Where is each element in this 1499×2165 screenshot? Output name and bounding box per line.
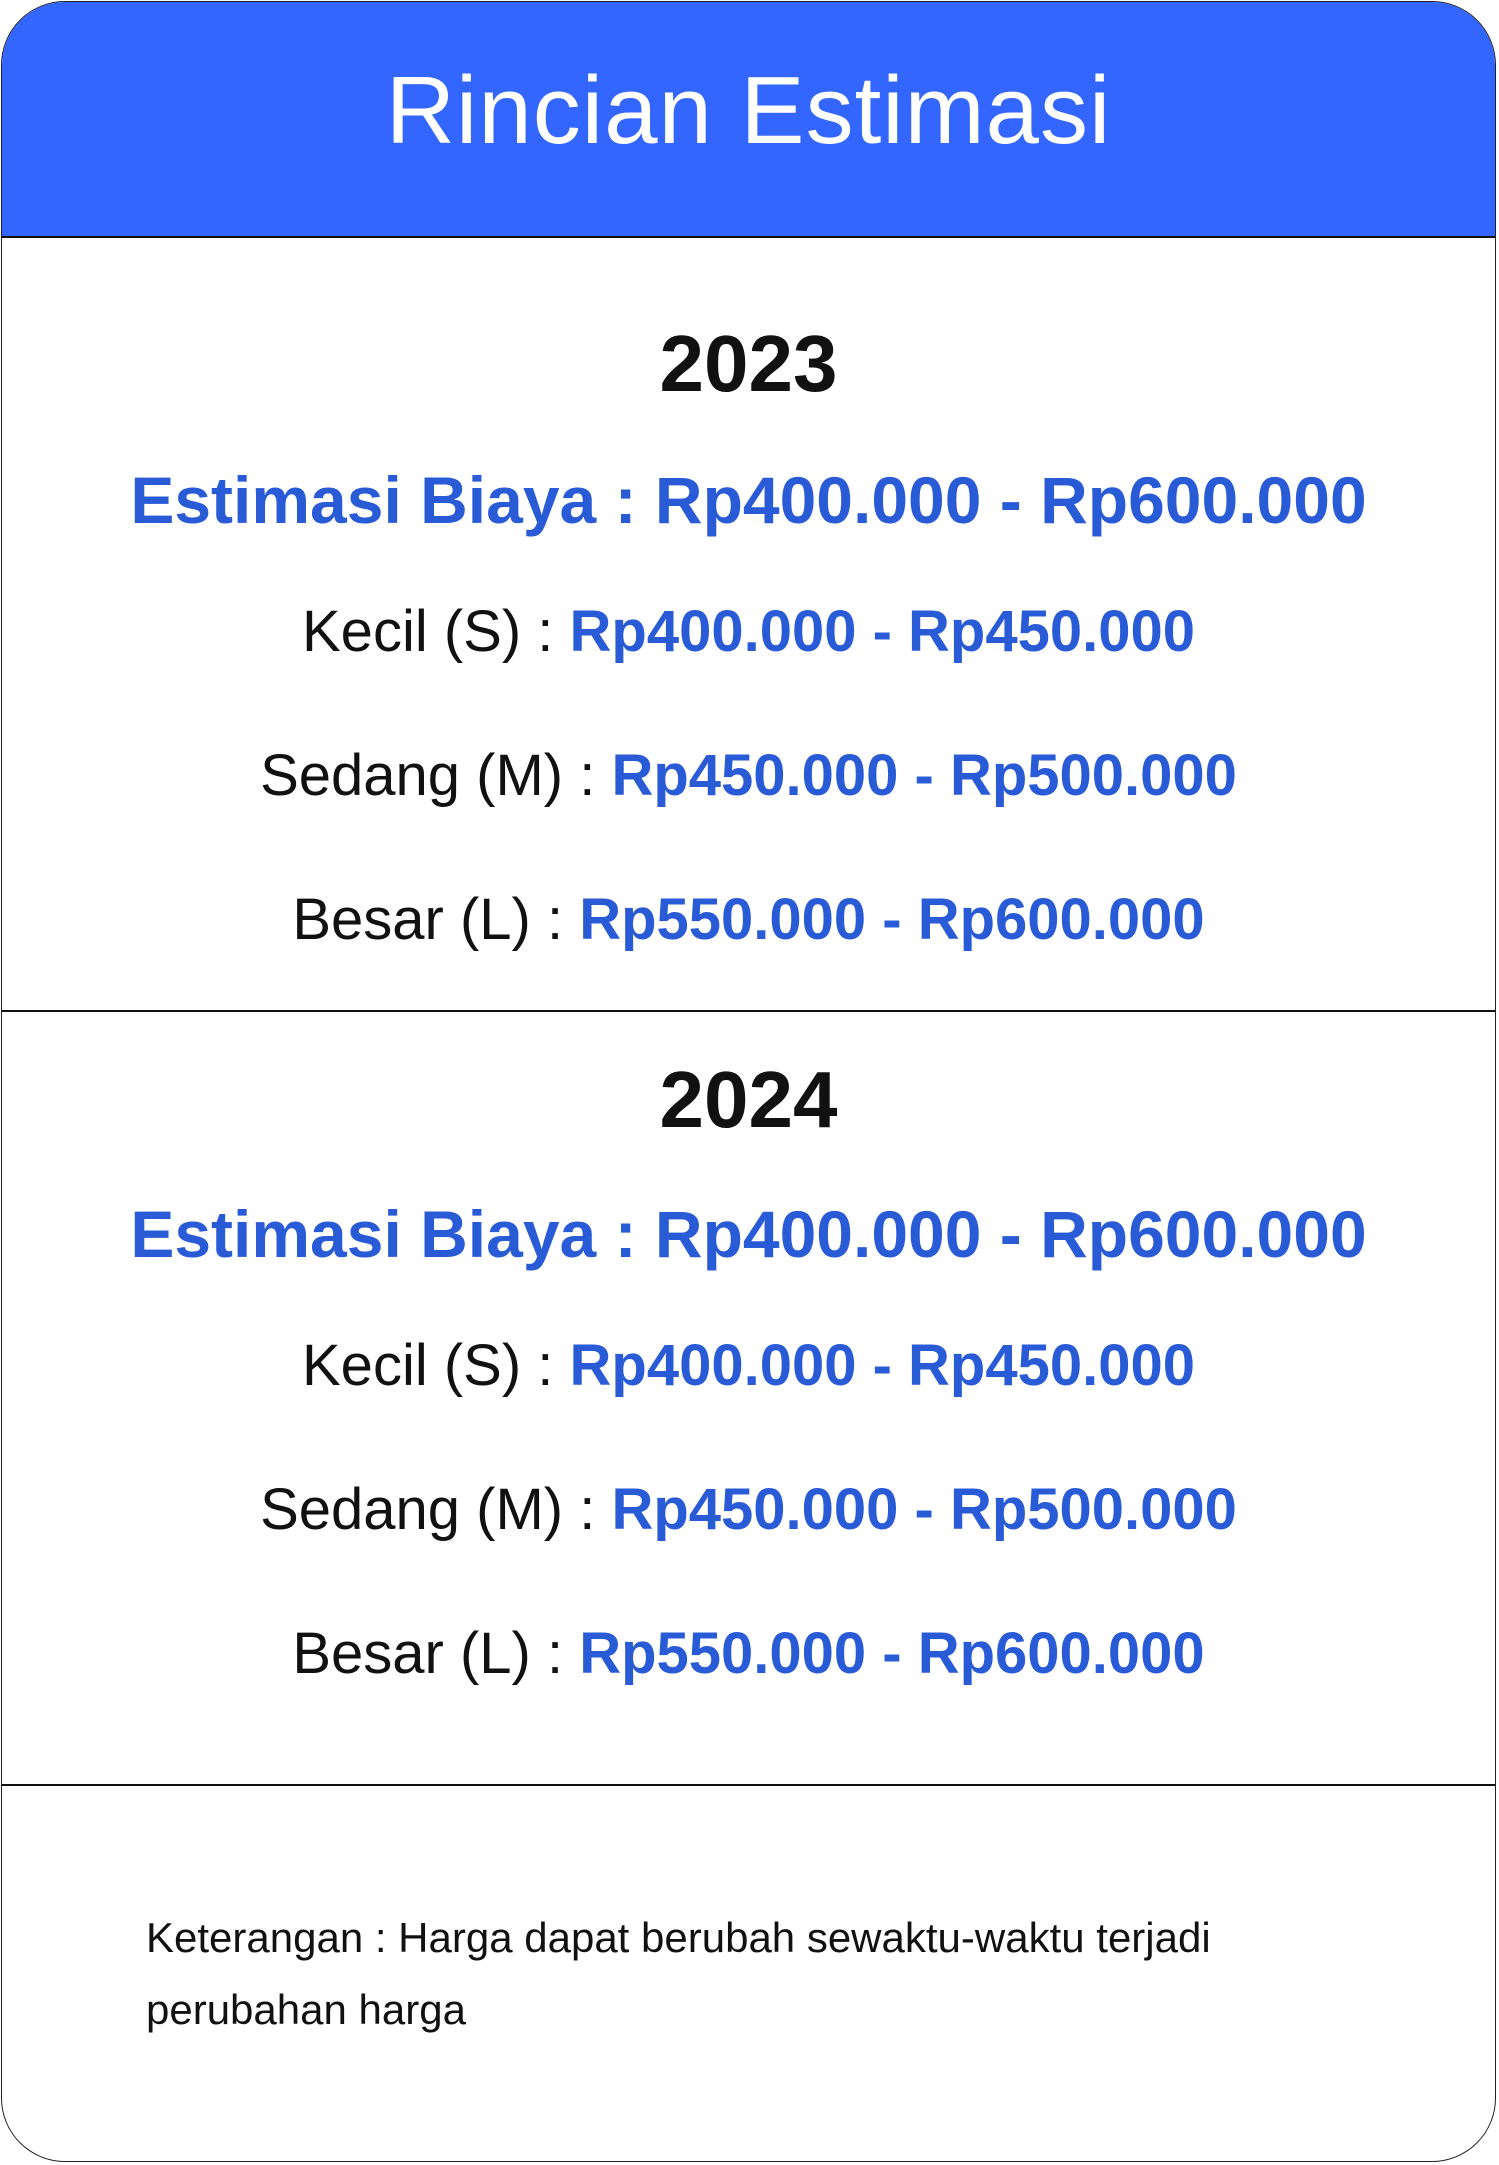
- estimate-range: Estimasi Biaya : Rp400.000 - Rp600.000: [130, 463, 1367, 537]
- size-range: Rp550.000 - Rp600.000: [579, 1621, 1205, 1686]
- size-row-medium: Sedang (M) : Rp450.000 - Rp500.000: [2, 1476, 1495, 1543]
- size-label: Besar (L) :: [292, 1621, 580, 1686]
- size-range: Rp400.000 - Rp450.000: [569, 599, 1195, 664]
- estimate-range: Estimasi Biaya : Rp400.000 - Rp600.000: [130, 1197, 1367, 1271]
- size-row-medium: Sedang (M) : Rp450.000 - Rp500.000: [2, 742, 1495, 809]
- size-range: Rp550.000 - Rp600.000: [579, 887, 1205, 952]
- year-heading: 2023: [659, 319, 838, 408]
- year-section-2024: 2024 Estimasi Biaya : Rp400.000 - Rp600.…: [2, 1012, 1495, 1786]
- page-title: Rincian Estimasi: [385, 57, 1112, 164]
- size-row-small: Kecil (S) : Rp400.000 - Rp450.000: [2, 598, 1495, 665]
- size-label: Besar (L) :: [292, 887, 580, 952]
- size-row-small: Kecil (S) : Rp400.000 - Rp450.000: [2, 1332, 1495, 1399]
- size-range: Rp450.000 - Rp500.000: [611, 1477, 1237, 1542]
- size-label: Kecil (S) :: [302, 599, 570, 664]
- size-label: Sedang (M) :: [260, 1477, 612, 1542]
- size-range: Rp450.000 - Rp500.000: [611, 743, 1237, 808]
- size-row-large: Besar (L) : Rp550.000 - Rp600.000: [2, 1620, 1495, 1687]
- size-label: Sedang (M) :: [260, 743, 612, 808]
- size-row-large: Besar (L) : Rp550.000 - Rp600.000: [2, 886, 1495, 953]
- size-label: Kecil (S) :: [302, 1333, 570, 1398]
- card-header: Rincian Estimasi: [2, 2, 1495, 238]
- size-range: Rp400.000 - Rp450.000: [569, 1333, 1195, 1398]
- price-note: Keterangan : Harga dapat berubah sewaktu…: [146, 1914, 1211, 2033]
- year-heading: 2024: [659, 1055, 838, 1144]
- year-section-2023: 2023 Estimasi Biaya : Rp400.000 - Rp600.…: [2, 238, 1495, 1012]
